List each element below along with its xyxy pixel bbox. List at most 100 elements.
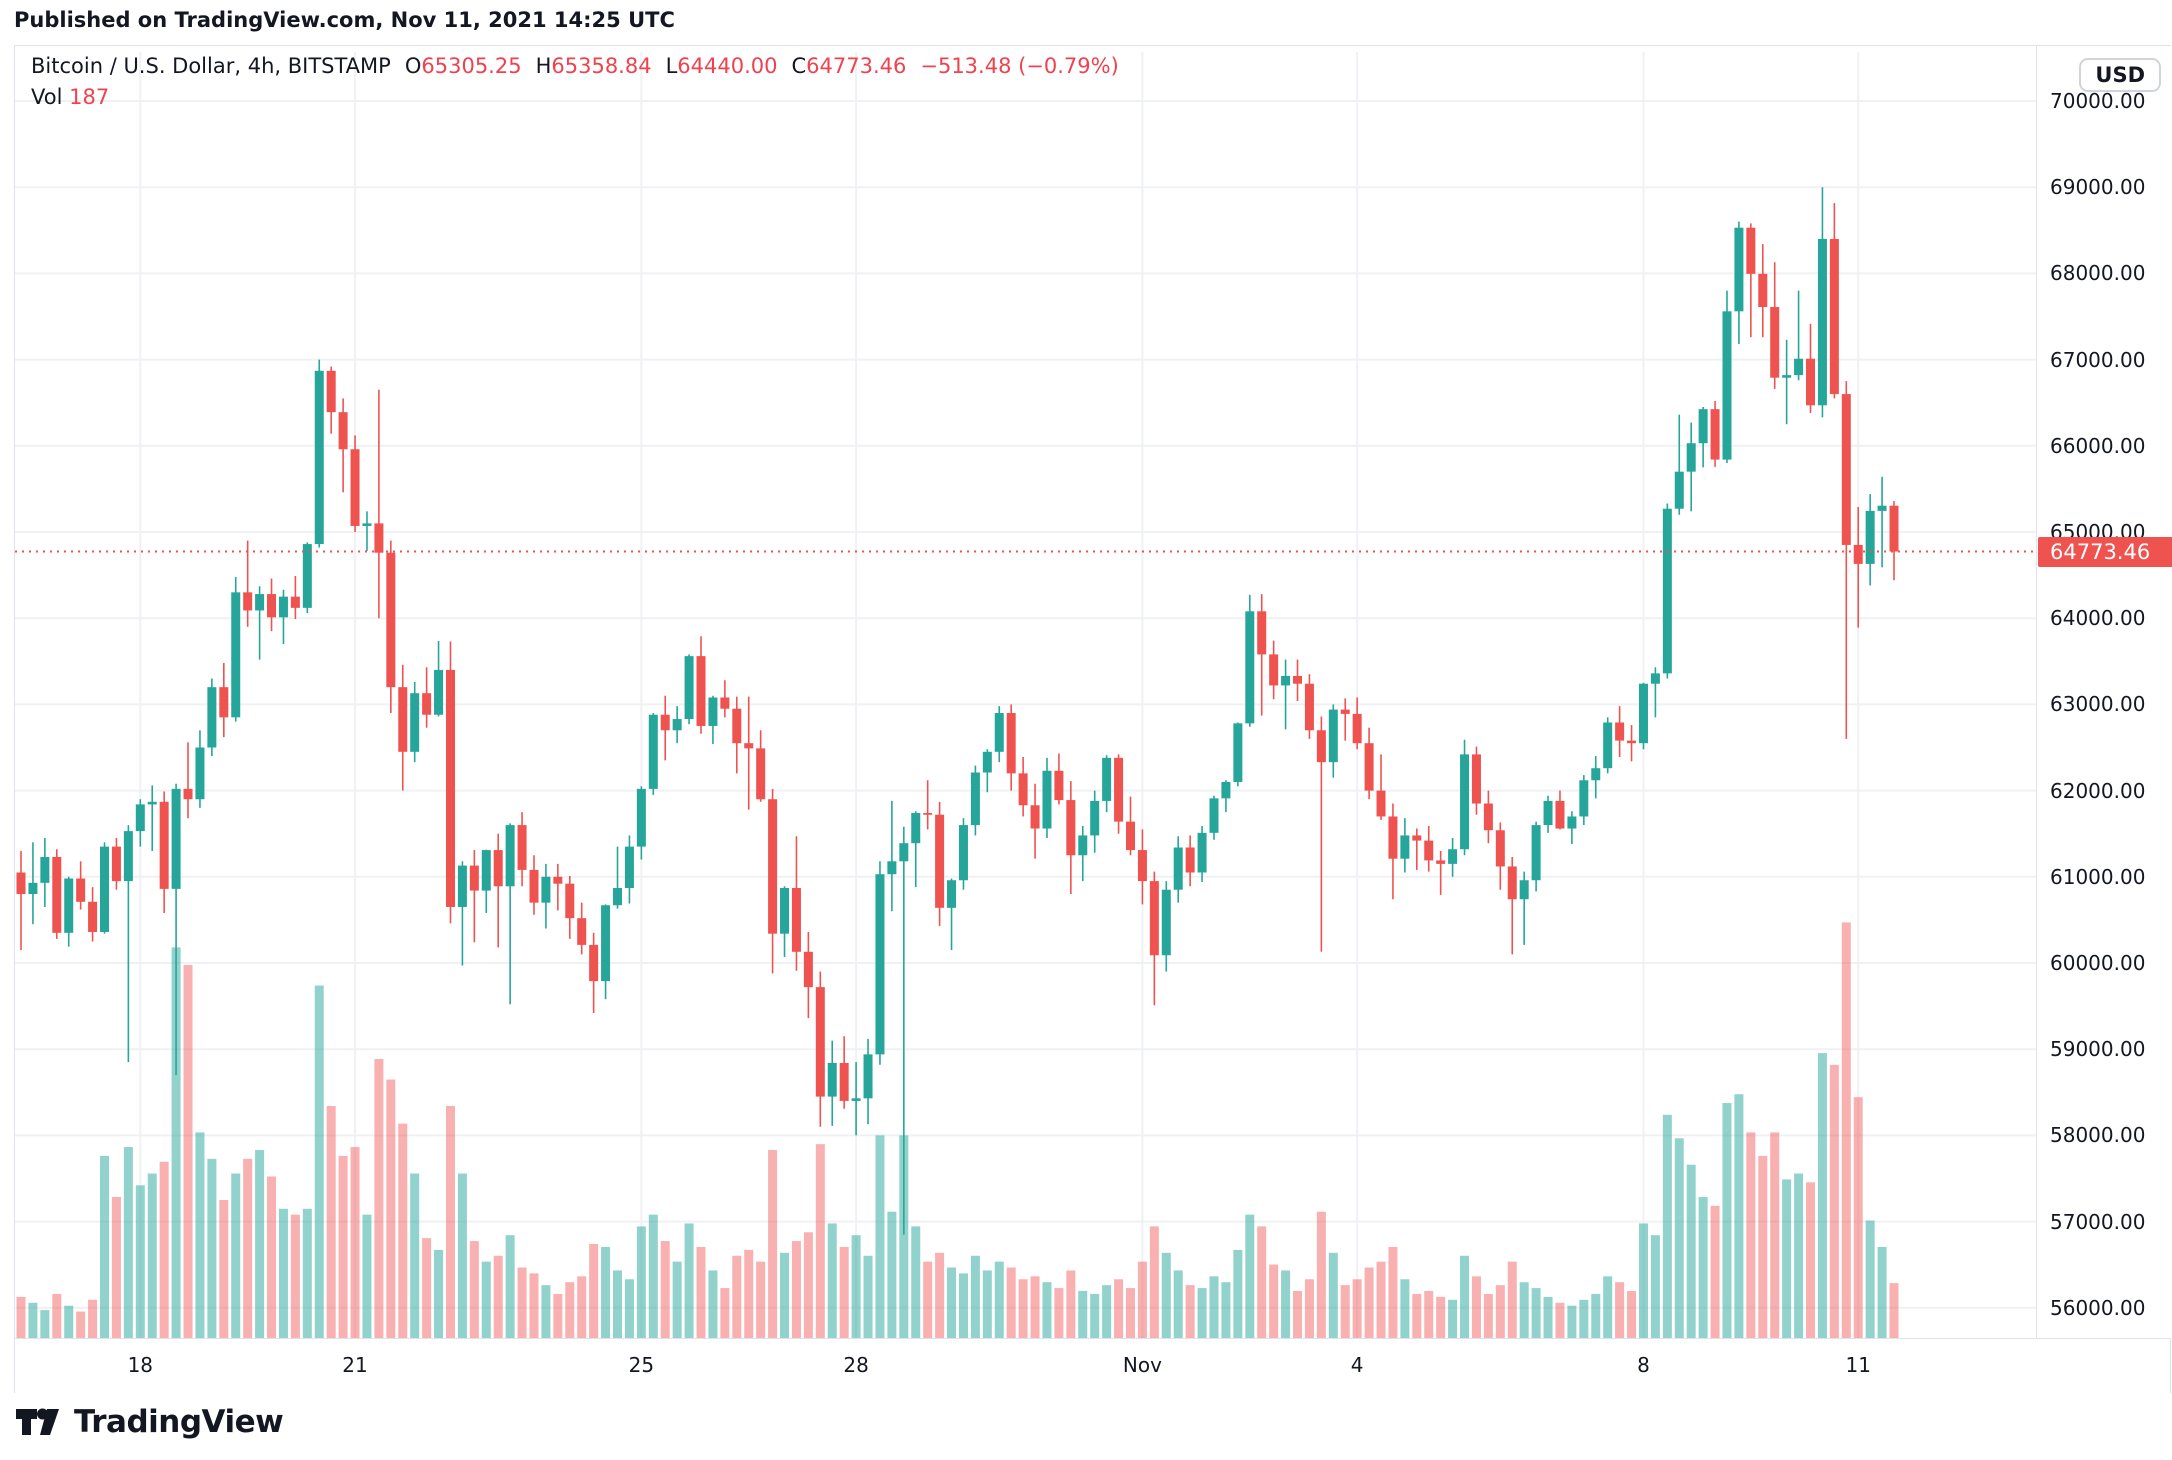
candle-body — [302, 544, 312, 608]
volume-bar — [171, 947, 181, 1338]
volume-bar — [1209, 1276, 1219, 1338]
candle-body — [207, 687, 217, 748]
ohlc-value: 65305.25 — [421, 54, 522, 78]
volume-bar — [553, 1293, 563, 1338]
volume-bar — [1710, 1205, 1720, 1338]
volume-bar — [851, 1235, 861, 1338]
volume-bar — [231, 1173, 241, 1338]
candle-body — [780, 888, 790, 934]
currency-button[interactable]: USD — [2079, 58, 2161, 92]
volume-bar — [517, 1267, 527, 1338]
candle-body — [696, 656, 706, 726]
candle-body — [422, 693, 432, 715]
volume-bar — [398, 1123, 408, 1338]
volume-bar — [52, 1293, 62, 1338]
volume-bar — [1006, 1267, 1016, 1338]
volume-bar — [1114, 1279, 1124, 1338]
candle-body — [1090, 800, 1100, 836]
candle-body — [1137, 850, 1147, 882]
candle-body — [1173, 847, 1183, 890]
volume-bar — [1185, 1285, 1195, 1338]
price-axis-label: 58000.00 — [2050, 1123, 2146, 1148]
price-axis-label: 61000.00 — [2050, 864, 2146, 889]
volume-bar — [207, 1158, 217, 1338]
candle-body — [839, 1062, 849, 1101]
volume-bar — [1877, 1246, 1887, 1338]
volume-bar — [386, 1079, 396, 1338]
time-axis-label: 4 — [1350, 1353, 1364, 1377]
candle-body — [1424, 840, 1434, 861]
candle-body — [1102, 757, 1112, 801]
volume-bar — [1066, 1270, 1076, 1338]
tradingview-branding[interactable]: TradingView — [16, 1404, 284, 1440]
candle-body — [1460, 754, 1470, 850]
volume-bar — [302, 1208, 312, 1338]
candle-body — [290, 596, 300, 608]
candle-body — [1400, 835, 1410, 859]
volume-bar — [839, 1246, 849, 1338]
volume-bar — [1889, 1283, 1899, 1338]
volume-bar — [434, 1249, 444, 1338]
candle-body — [529, 869, 539, 903]
candle-body — [1746, 227, 1756, 274]
ohlc-value: 64440.00 — [677, 54, 778, 78]
candle-body — [255, 594, 265, 611]
ohlc-key: O — [404, 54, 422, 78]
volume-bar — [1638, 1223, 1648, 1338]
volume-bar — [541, 1285, 551, 1338]
volume-bar — [601, 1246, 611, 1338]
time-axis[interactable]: 18 21 25 28 Nov 4 8 11 — [15, 1338, 2170, 1393]
volume-bar — [267, 1176, 277, 1338]
candle-body — [1030, 805, 1040, 829]
candle-body — [362, 523, 372, 526]
candle-body — [159, 801, 169, 889]
candle-body — [219, 687, 229, 718]
candle-body — [123, 831, 133, 882]
candle-body — [183, 788, 193, 800]
candle-body — [76, 878, 86, 902]
price-chart-plot[interactable] — [15, 46, 2036, 1394]
candle-body — [1829, 238, 1839, 395]
candle-body — [1149, 881, 1159, 956]
candle-body — [720, 697, 730, 709]
price-axis[interactable]: 56000.00 57000.00 58000.00 59000.00 60000.00… — [2036, 46, 2172, 1338]
volume-bar — [756, 1261, 766, 1338]
candle-body — [1006, 713, 1016, 774]
volume-bar — [1233, 1249, 1243, 1338]
volume-bar — [1495, 1285, 1505, 1338]
volume-value: 187 — [69, 85, 110, 110]
candle-body — [338, 412, 348, 450]
candle-body — [100, 846, 110, 932]
candle-body — [16, 872, 26, 895]
candle-body — [52, 856, 62, 933]
price-axis-label: 62000.00 — [2050, 778, 2146, 803]
candle-body — [1316, 730, 1326, 763]
change-value: −513.48 (−0.79%) — [920, 54, 1119, 78]
candle-body — [28, 882, 38, 895]
volume-bar — [1686, 1164, 1696, 1338]
candle-body — [171, 788, 181, 889]
volume-bar — [696, 1246, 706, 1338]
tradingview-logo-icon — [16, 1408, 59, 1435]
price-axis-label: 69000.00 — [2050, 175, 2146, 200]
candle-body — [314, 370, 324, 545]
candle-body — [1758, 273, 1768, 308]
price-axis-label: 63000.00 — [2050, 692, 2146, 717]
price-axis-label: 59000.00 — [2050, 1037, 2146, 1062]
volume-bar — [1615, 1282, 1625, 1338]
candle-body — [911, 813, 921, 844]
candle-body — [1233, 723, 1243, 782]
candle-body — [350, 449, 360, 526]
volume-bar — [1519, 1282, 1529, 1338]
volume-bar — [1674, 1138, 1684, 1338]
volume-bar — [457, 1173, 467, 1338]
volume-label: Vol — [31, 85, 63, 110]
ohlc-key: L — [665, 54, 678, 78]
candle-body — [410, 693, 420, 752]
volume-bar — [1376, 1261, 1386, 1338]
ohlc-values: O65305.25 H65358.84 L64440.00 C64773.46 — [391, 54, 907, 78]
candle-body — [195, 747, 205, 800]
volume-bar — [660, 1241, 670, 1338]
time-axis-label: 11 — [1845, 1353, 1871, 1377]
candle-body — [648, 714, 658, 789]
